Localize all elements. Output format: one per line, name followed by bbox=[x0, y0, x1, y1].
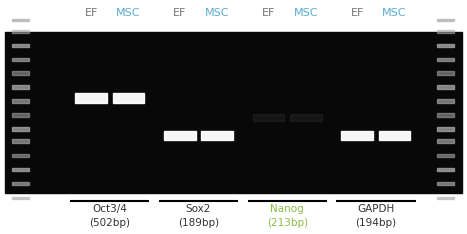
Text: (189bp): (189bp) bbox=[178, 218, 219, 228]
Bar bbox=[290, 114, 322, 121]
Bar bbox=[12, 44, 29, 47]
Text: (194bp): (194bp) bbox=[355, 218, 396, 228]
Text: Oct3/4: Oct3/4 bbox=[92, 204, 127, 214]
Bar bbox=[12, 197, 29, 199]
Bar bbox=[437, 197, 454, 199]
Bar bbox=[437, 113, 454, 117]
Bar bbox=[12, 58, 29, 61]
Bar bbox=[437, 44, 454, 47]
Bar bbox=[437, 168, 454, 171]
Bar bbox=[12, 113, 29, 117]
Bar bbox=[437, 30, 454, 33]
Bar bbox=[437, 139, 454, 143]
Bar bbox=[5, 32, 462, 193]
Bar bbox=[437, 99, 454, 103]
Bar bbox=[12, 99, 29, 103]
Bar bbox=[113, 93, 144, 103]
Bar bbox=[253, 114, 284, 121]
Text: (213bp): (213bp) bbox=[267, 218, 308, 228]
Bar bbox=[12, 19, 29, 21]
Bar bbox=[12, 154, 29, 157]
Text: EF: EF bbox=[262, 7, 275, 18]
Text: MSC: MSC bbox=[294, 7, 318, 18]
Text: Sox2: Sox2 bbox=[186, 204, 211, 214]
Text: Nanog: Nanog bbox=[270, 204, 304, 214]
Text: (502bp): (502bp) bbox=[89, 218, 130, 228]
Bar bbox=[12, 139, 29, 143]
Bar bbox=[437, 127, 454, 131]
Bar bbox=[12, 182, 29, 185]
Bar bbox=[201, 131, 233, 140]
Bar bbox=[437, 71, 454, 75]
Text: MSC: MSC bbox=[205, 7, 229, 18]
Bar bbox=[12, 30, 29, 33]
Text: EF: EF bbox=[85, 7, 98, 18]
Bar bbox=[437, 154, 454, 157]
Bar bbox=[437, 182, 454, 185]
Bar bbox=[12, 85, 29, 89]
Bar bbox=[341, 131, 373, 140]
Bar bbox=[437, 85, 454, 89]
Text: MSC: MSC bbox=[382, 7, 407, 18]
Bar bbox=[75, 93, 107, 103]
Bar bbox=[12, 71, 29, 75]
Bar bbox=[437, 19, 454, 21]
Bar bbox=[437, 58, 454, 61]
Bar bbox=[164, 131, 196, 140]
Bar bbox=[12, 127, 29, 131]
Text: MSC: MSC bbox=[116, 7, 141, 18]
Text: GAPDH: GAPDH bbox=[357, 204, 395, 214]
Text: EF: EF bbox=[351, 7, 364, 18]
Text: EF: EF bbox=[173, 7, 186, 18]
Bar bbox=[379, 131, 410, 140]
Bar bbox=[12, 168, 29, 171]
